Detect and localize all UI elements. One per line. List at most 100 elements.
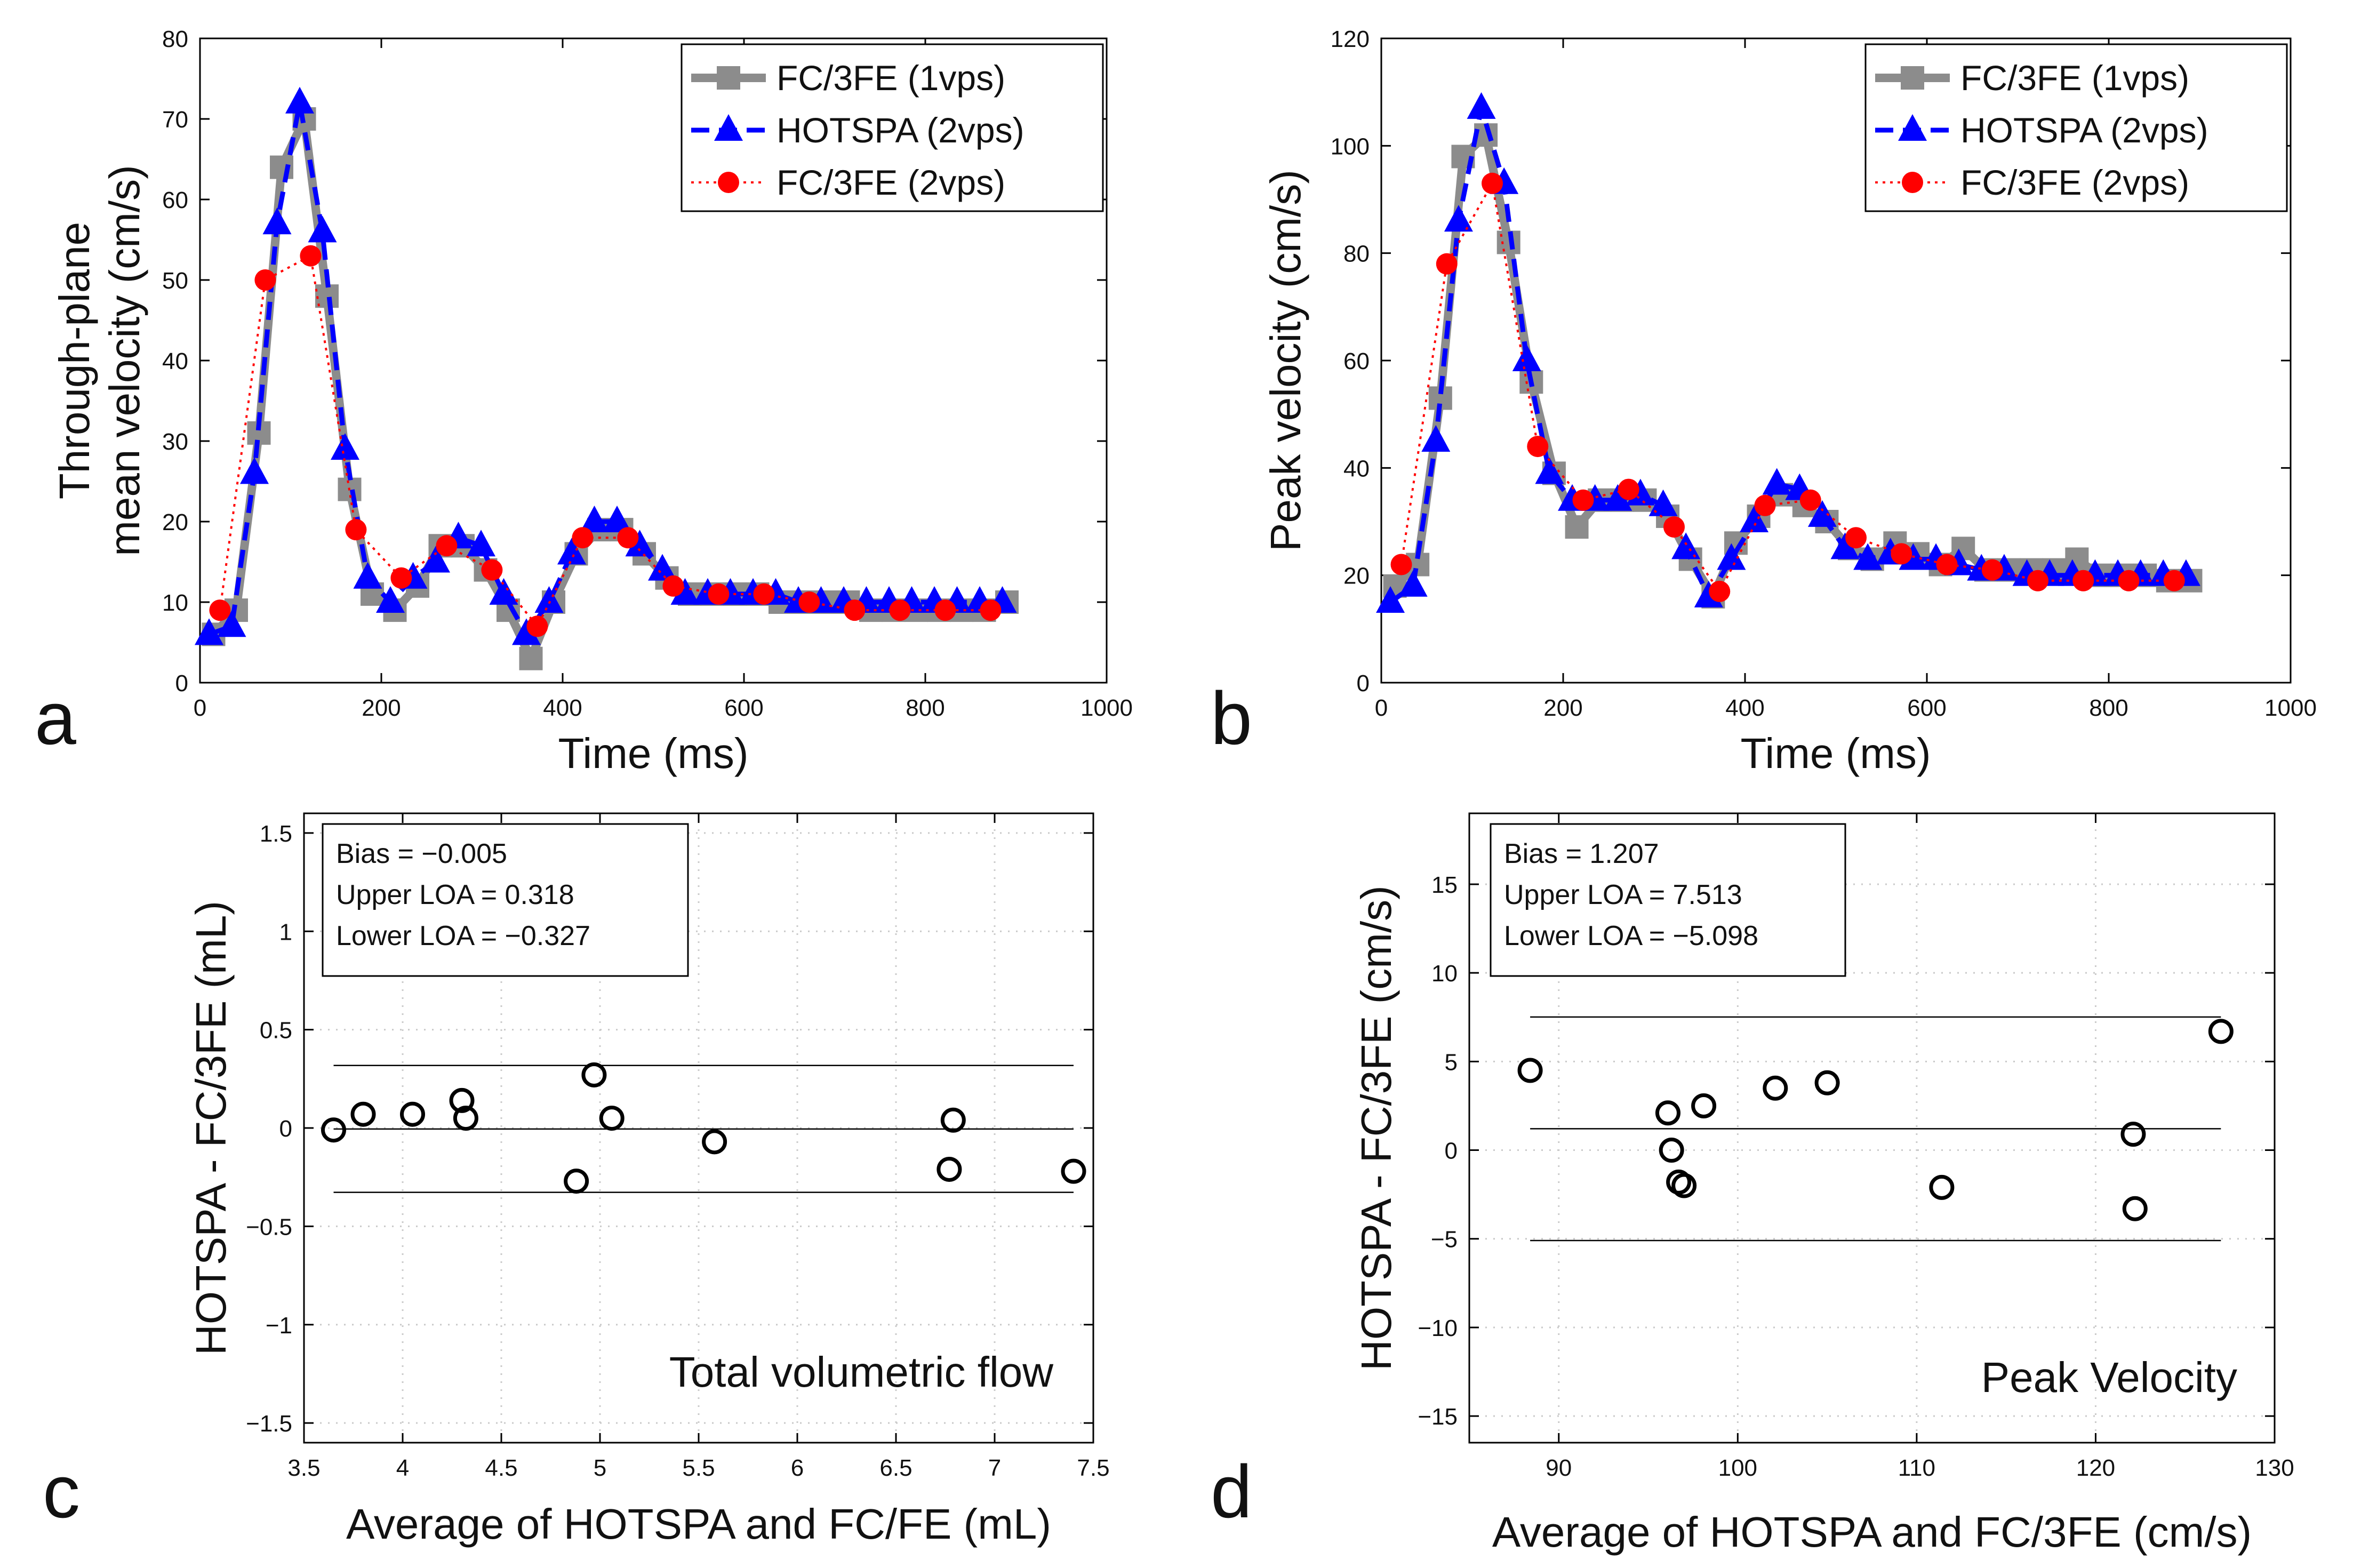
series-group	[195, 86, 1019, 670]
data-point	[581, 1062, 607, 1087]
x-tick-label: 120	[2076, 1455, 2115, 1481]
data-point	[1376, 586, 1405, 613]
x-axis: 3.5 4 4.5 5 5.5 6 6.5 7 7.5	[287, 813, 1110, 1481]
data-point	[467, 530, 495, 557]
stat-upper-loa: Upper LOA = 0.318	[336, 879, 574, 910]
data-point	[1830, 532, 1860, 559]
data-point	[2122, 1196, 2148, 1221]
y-axis-label: Peak velocity (cm/s)	[1262, 170, 1309, 551]
data-point	[2163, 570, 2185, 591]
legend-entry-0: FC/3FE (1vps)	[1875, 58, 2189, 98]
data-point	[1482, 172, 1503, 194]
y-tick-label: −5	[1431, 1227, 1458, 1253]
legend-marker	[714, 114, 743, 141]
y-axis-label-line-2: mean velocity (cm/s)	[101, 165, 148, 556]
y-tick-label: 15	[1431, 872, 1458, 898]
y-tick-label: −10	[1418, 1315, 1458, 1341]
chart-panel-b: 0 200 400 600 800 1000 0 20 40 60 80 100 120 Time (…	[1262, 26, 2317, 777]
data-point	[331, 433, 359, 460]
legend-label: FC/3FE (2vps)	[777, 163, 1005, 202]
y-tick-label: 80	[1343, 241, 1370, 267]
y-tick-label: 20	[162, 509, 188, 535]
data-point	[1527, 436, 1549, 458]
data-point	[262, 207, 292, 235]
data-point	[300, 245, 322, 267]
y-axis-label-line-1: Through-plane	[51, 222, 98, 499]
data-point	[1421, 425, 1451, 452]
x-tick-label: 130	[2255, 1455, 2294, 1481]
x-tick-label: 6.5	[879, 1455, 912, 1481]
data-point	[1763, 1075, 1788, 1101]
panel-letter-d: d	[1211, 1450, 1252, 1533]
series-1	[195, 86, 1017, 645]
x-tick-label: 7	[988, 1455, 1001, 1481]
y-tick-label: 1	[279, 919, 292, 945]
x-tick-label: 100	[1718, 1455, 1757, 1481]
data-point	[519, 646, 543, 670]
data-point	[376, 586, 405, 613]
y-axis: 0 10 20 30 40 50 60 70 80	[162, 26, 1107, 697]
data-point	[798, 591, 820, 613]
stat-bias: Bias = 1.207	[1504, 838, 1659, 869]
data-point	[2072, 570, 2094, 591]
panel-letter-b: b	[1211, 676, 1252, 760]
data-point	[2120, 1122, 2146, 1147]
legend-label: HOTSPA (2vps)	[777, 110, 1025, 150]
data-point	[1845, 527, 1867, 549]
stat-bias: Bias = −0.005	[336, 838, 507, 869]
data-point	[1572, 489, 1594, 511]
x-axis-label: Average of HOTSPA and FC/FE (mL)	[346, 1500, 1051, 1548]
y-tick-label: 10	[162, 590, 188, 616]
y-tick-label: 50	[162, 268, 188, 294]
data-point	[1807, 500, 1837, 527]
data-point	[1663, 516, 1685, 538]
data-point	[421, 546, 450, 573]
data-point	[1709, 580, 1731, 602]
data-point	[889, 599, 911, 621]
data-point	[1740, 506, 1769, 532]
y-tick-label: 0	[1445, 1138, 1458, 1164]
data-point	[1398, 570, 1428, 597]
data-point	[1517, 1058, 1543, 1083]
data-point	[603, 506, 631, 532]
stats-box: Bias = 1.207 Upper LOA = 7.513 Lower LOA…	[1490, 823, 1846, 977]
stats-frame	[322, 823, 689, 977]
legend-entry-2: FC/3FE (2vps)	[1875, 163, 2189, 202]
stats-frame	[1490, 823, 1846, 977]
data-point	[1659, 1138, 1684, 1163]
y-tick-label: −0.5	[246, 1214, 292, 1240]
legend-label: FC/3FE (2vps)	[1960, 163, 2189, 202]
y-axis: 0 20 40 60 80 100 120	[1331, 26, 2291, 697]
y-tick-label: 120	[1331, 26, 1370, 52]
data-point	[321, 1117, 346, 1143]
data-point	[453, 1106, 478, 1131]
data-point	[599, 1106, 625, 1131]
y-tick-label: 80	[162, 26, 188, 52]
x-axis: 90 100 110 120 130	[1546, 813, 2294, 1481]
data-point	[1648, 489, 1678, 516]
x-tick-label: 110	[1898, 1455, 1935, 1481]
data-point	[1981, 559, 2003, 581]
data-point	[345, 519, 367, 541]
legend-label: HOTSPA (2vps)	[1960, 110, 2208, 150]
y-tick-label: 10	[1431, 961, 1458, 987]
chart-annotation: Peak Velocity	[1981, 1354, 2237, 1401]
y-tick-label: 20	[1343, 563, 1370, 589]
data-point	[240, 457, 269, 484]
x-tick-label: 600	[724, 695, 763, 721]
data-point	[1565, 515, 1589, 539]
data-point	[350, 1101, 376, 1127]
data-point	[390, 567, 412, 589]
legend-entry-1: HOTSPA (2vps)	[1875, 110, 2208, 150]
data-point	[2027, 570, 2049, 591]
x-tick-label: 600	[1907, 695, 1946, 721]
x-tick-label: 6	[791, 1455, 804, 1481]
y-tick-label: 0	[1357, 670, 1370, 697]
data-point	[940, 1107, 966, 1133]
x-tick-label: 7.5	[1077, 1455, 1109, 1481]
legend-marker	[1902, 172, 1923, 193]
y-tick-label: 0.5	[260, 1018, 292, 1044]
legend-entry-1: HOTSPA (2vps)	[691, 110, 1025, 150]
data-point	[353, 562, 382, 589]
